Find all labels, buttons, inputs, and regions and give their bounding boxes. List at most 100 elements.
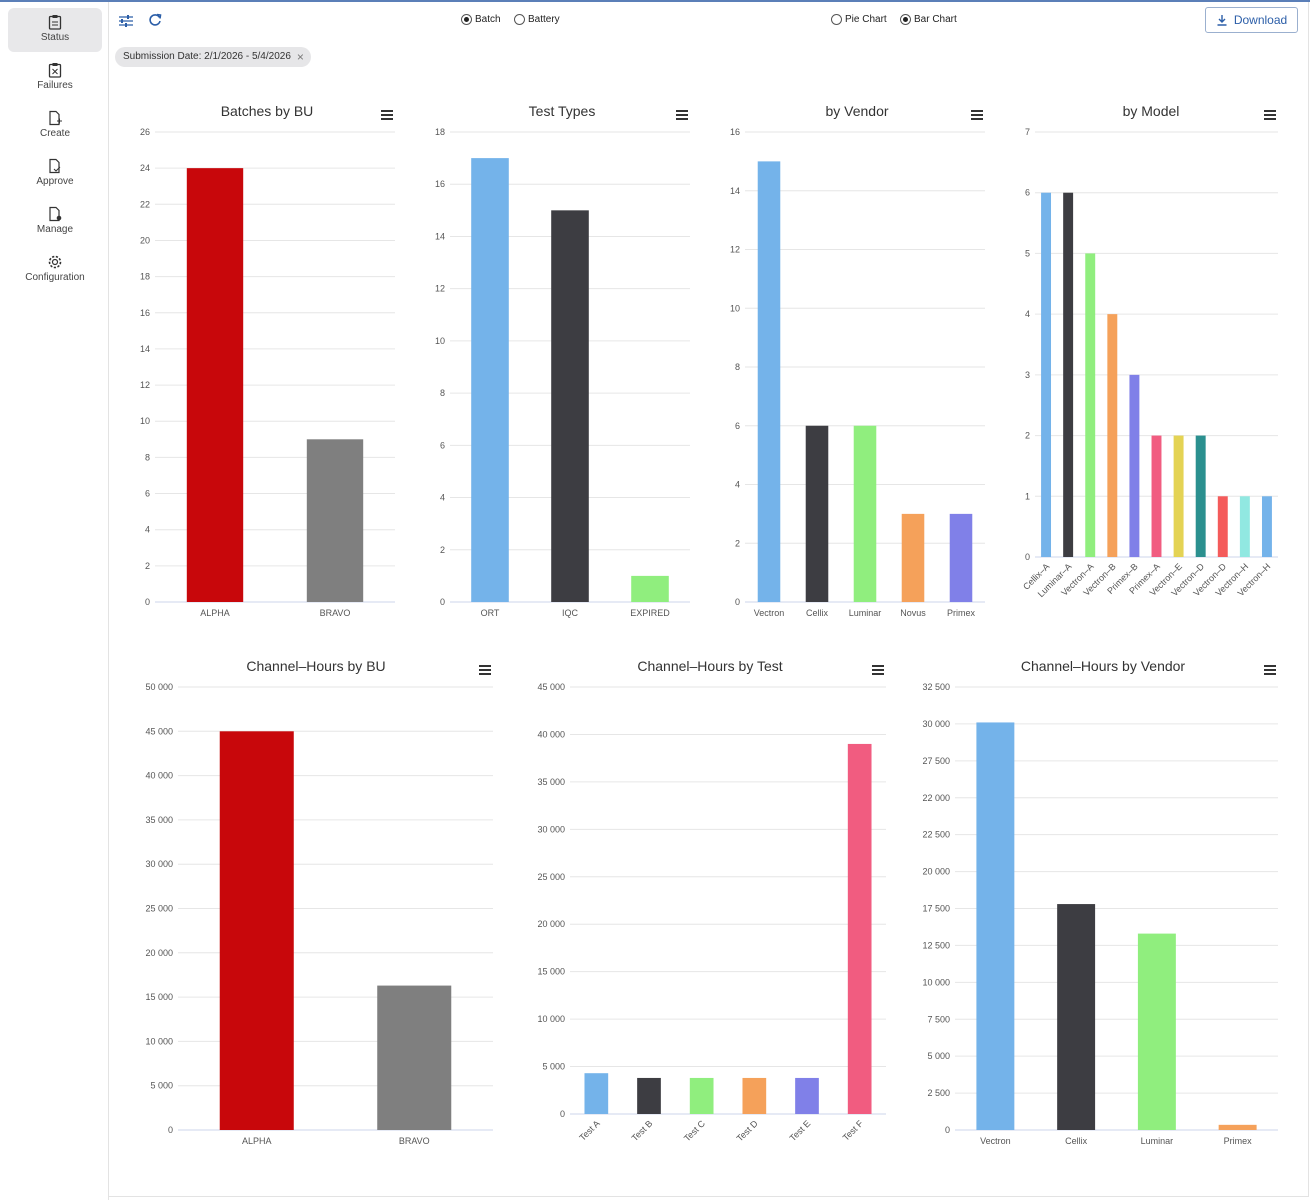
x-tick-label: Novus	[900, 608, 926, 618]
chart-menu[interactable]	[971, 110, 983, 120]
bar	[1217, 496, 1228, 557]
x-tick-label: BRAVO	[320, 608, 351, 618]
y-tick-label: 1	[1025, 491, 1030, 501]
y-tick-label: 20 000	[145, 948, 173, 958]
menu-line	[872, 673, 884, 675]
bar	[186, 168, 244, 602]
y-tick-label: 7	[1025, 127, 1030, 137]
refresh-icon[interactable]	[148, 13, 162, 27]
radio-bar[interactable]: Bar Chart	[900, 14, 957, 25]
x-tick-label: ALPHA	[242, 1136, 272, 1146]
bar	[1239, 496, 1250, 557]
nav-label: Failures	[37, 80, 73, 91]
chart-menu[interactable]	[479, 665, 491, 675]
radio-label: Batch	[475, 14, 501, 25]
y-tick-label: 0	[945, 1125, 950, 1135]
filter-chip[interactable]: Submission Date: 2/1/2026 - 5/4/2026	[115, 47, 311, 67]
y-tick-label: 18	[435, 127, 445, 137]
y-tick-label: 0	[560, 1109, 565, 1119]
menu-line	[1264, 673, 1276, 675]
y-tick-label: 18	[140, 272, 150, 282]
y-tick-label: 5 000	[927, 1051, 950, 1061]
x-tick-label: Test F	[841, 1118, 866, 1143]
y-tick-label: 5 000	[150, 1081, 173, 1091]
x-tick-label: Test D	[735, 1118, 760, 1143]
menu-line	[381, 110, 393, 112]
y-tick-label: 10 000	[537, 1014, 565, 1024]
menu-line	[479, 673, 491, 675]
chart-menu[interactable]	[381, 110, 393, 120]
nav-configuration[interactable]: Configuration	[8, 248, 102, 292]
menu-line	[381, 114, 393, 116]
bar	[631, 575, 669, 602]
download-label: Download	[1233, 13, 1288, 27]
bar	[219, 731, 294, 1130]
y-tick-label: 14	[140, 344, 150, 354]
y-tick-label: 0	[1025, 552, 1030, 562]
radio-battery[interactable]: Battery	[514, 14, 560, 25]
bar	[551, 210, 589, 603]
y-tick-label: 30 000	[537, 824, 565, 834]
bar	[1173, 435, 1184, 557]
y-tick-label: 2	[735, 538, 740, 548]
nav-create[interactable]: Create	[8, 104, 102, 148]
y-tick-label: 2	[1025, 431, 1030, 441]
chart-menu[interactable]	[872, 665, 884, 675]
nav-manage[interactable]: Manage	[8, 200, 102, 244]
y-tick-label: 8	[440, 388, 445, 398]
bar	[471, 158, 509, 602]
filter-settings-icon[interactable]	[118, 14, 134, 28]
x-tick-label: ORT	[481, 608, 500, 618]
x-tick-label: Cellix	[1065, 1136, 1088, 1146]
nav-status[interactable]: Status	[8, 8, 102, 52]
y-tick-label: 25 000	[145, 904, 173, 914]
chart-menu[interactable]	[676, 110, 688, 120]
y-tick-label: 4	[735, 480, 740, 490]
y-tick-label: 10 000	[145, 1036, 173, 1046]
y-tick-label: 24	[140, 163, 150, 173]
bar	[976, 722, 1015, 1130]
icon	[48, 15, 62, 30]
bar	[1041, 192, 1052, 557]
y-tick-label: 22 500	[922, 830, 950, 840]
y-tick-label: 4	[440, 493, 445, 503]
bar	[1063, 192, 1074, 557]
bar	[853, 425, 877, 602]
x-tick-label: Test E	[788, 1118, 813, 1143]
nav-failures[interactable]: Failures	[8, 56, 102, 100]
chart-menu[interactable]	[1264, 665, 1276, 675]
radio-batch[interactable]: Batch	[461, 14, 501, 25]
y-tick-label: 12 500	[922, 940, 950, 950]
chart-title: Batches by BU	[221, 103, 314, 119]
download-button[interactable]: Download	[1205, 7, 1298, 33]
x-tick-label: Primex	[1224, 1136, 1253, 1146]
y-tick-label: 40 000	[145, 771, 173, 781]
chart-title: by Model	[1123, 103, 1180, 119]
chart-title: Channel–Hours by Vendor	[1021, 658, 1186, 674]
menu-line	[676, 118, 688, 120]
x-tick-label: Primex	[947, 608, 976, 618]
y-tick-label: 12	[140, 380, 150, 390]
y-tick-label: 2	[145, 561, 150, 571]
y-tick-label: 10	[140, 416, 150, 426]
download-icon	[1217, 15, 1227, 26]
chart-title: Test Types	[529, 103, 596, 119]
icon	[49, 110, 62, 126]
x-tick-label: IQC	[562, 608, 579, 618]
icon	[48, 63, 62, 78]
menu-line	[479, 669, 491, 671]
chart-menu[interactable]	[1264, 110, 1276, 120]
nav-approve[interactable]: Approve	[8, 152, 102, 196]
y-tick-label: 50 000	[145, 682, 173, 692]
y-tick-label: 20 000	[922, 867, 950, 877]
y-tick-label: 10 000	[922, 977, 950, 987]
bar	[584, 1073, 609, 1114]
menu-line	[1264, 110, 1276, 112]
menu-line	[676, 114, 688, 116]
x-tick-label: Luminar	[1141, 1136, 1174, 1146]
bar	[1261, 496, 1272, 557]
bar	[1107, 314, 1118, 557]
radio-pie[interactable]: Pie Chart	[831, 14, 887, 25]
